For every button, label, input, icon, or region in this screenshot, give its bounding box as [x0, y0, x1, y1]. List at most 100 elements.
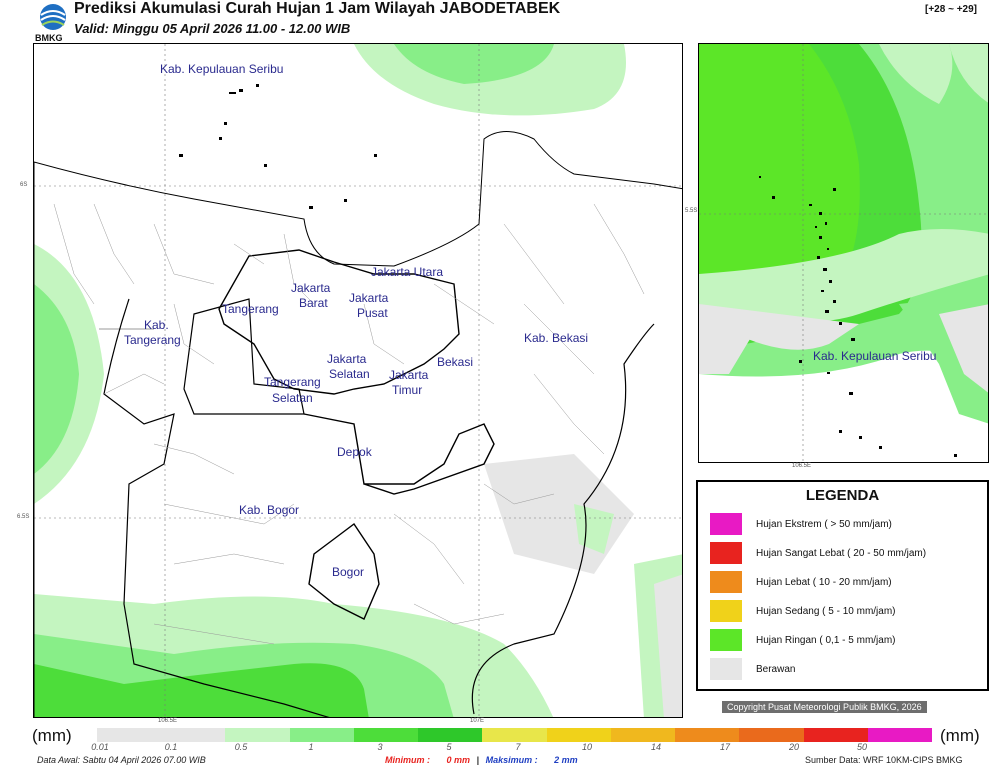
map-label: Tangerang [264, 375, 321, 389]
legend-label: Hujan Ringan ( 0,1 - 5 mm/jam) [756, 634, 896, 646]
rain-field [34, 44, 682, 717]
legend-swatch [710, 513, 742, 535]
map-label: Selatan [272, 391, 313, 405]
scale-tick: 10 [581, 742, 593, 752]
map-label: Barat [299, 296, 328, 310]
scale-unit-right: (mm) [940, 726, 980, 745]
map-label: Jakarta [291, 281, 331, 295]
legend-label: Hujan Ekstrem ( > 50 mm/jam) [756, 518, 892, 530]
copyright-note: Copyright Pusat Meteorologi Publik BMKG,… [722, 701, 927, 713]
page-title: Prediksi Akumulasi Curah Hujan 1 Jam Wil… [74, 0, 561, 17]
map-label: Kab. Bogor [239, 503, 299, 517]
region-boundaries [34, 131, 682, 717]
scale-unit-left: (mm) [32, 726, 72, 745]
scale-tick: 0.1 [164, 742, 178, 752]
scale-tick: 1 [308, 742, 314, 752]
scale-segment [610, 728, 676, 742]
region-labels: Kab. Kepulauan Seribu Jakarta Utara Jaka… [124, 62, 588, 579]
scale-segment [97, 728, 162, 742]
min-label: Minimum : [385, 755, 430, 765]
max-value: 2 mm [554, 755, 578, 765]
map-label: Kab. Bekasi [524, 331, 588, 345]
legend-title: LEGENDA [805, 487, 880, 504]
legend-item-ekstrem: Hujan Ekstrem ( > 50 mm/jam) [710, 513, 892, 535]
lon-tick-107e: 107E [470, 718, 485, 724]
map-label: Jakarta Utara [371, 265, 443, 279]
inset-map[interactable]: Kab. Kepulauan Seribu [698, 43, 989, 463]
legend-swatch [710, 658, 742, 680]
legend-swatch [710, 600, 742, 622]
legend-item-berawan: Berawan [710, 658, 795, 680]
scale-segment [353, 728, 419, 742]
scale-tick: 50 [856, 742, 868, 752]
scale-segment [289, 728, 354, 742]
scale-segment [161, 728, 226, 742]
legend-item-lebat: Hujan Lebat ( 10 - 20 mm/jam) [710, 571, 892, 593]
separator: | [476, 755, 480, 765]
inset-lon-tick: 106.5E [792, 463, 812, 469]
scale-tick: 14 [650, 742, 662, 752]
bmkg-logo: BMKG [33, 2, 73, 44]
scale-segment [418, 728, 483, 742]
map-label: Jakarta [349, 291, 389, 305]
scale-segment [867, 728, 933, 742]
legend: LEGENDA Hujan Ekstrem ( > 50 mm/jam) Huj… [696, 480, 989, 691]
map-label: Pusat [357, 306, 388, 320]
district-lines [53, 203, 645, 645]
scale-tick: 20 [788, 742, 800, 752]
legend-item-ringan: Hujan Ringan ( 0,1 - 5 mm/jam) [710, 629, 896, 651]
map-label: Bekasi [437, 355, 473, 369]
scale-segment [482, 728, 547, 742]
lon-tick-1065e: 106.5E [158, 718, 178, 724]
lat-tick-6s: 6S [20, 182, 28, 188]
scale-segment [739, 728, 804, 742]
data-start-time: Data Awal: Sabtu 04 April 2026 07.00 WIB [37, 755, 206, 765]
legend-swatch [710, 542, 742, 564]
map-label: Kab. [144, 318, 169, 332]
scale-tick: 0.01 [91, 742, 109, 752]
scale-tick: 7 [515, 742, 521, 752]
scale-tick: 0.5 [234, 742, 248, 752]
map-label: Jakarta [389, 368, 429, 382]
map-label: Tangerang [222, 302, 279, 316]
data-source: Sumber Data: WRF 10KM-CIPS BMKG [805, 755, 963, 765]
legend-label: Hujan Lebat ( 10 - 20 mm/jam) [756, 576, 892, 588]
scale-tick: 3 [377, 742, 383, 752]
map-label: Selatan [329, 367, 370, 381]
scale-segment [675, 728, 740, 742]
scale-tick: 5 [446, 742, 452, 752]
inset-islands [759, 176, 957, 457]
scale-segment [803, 728, 868, 742]
legend-item-sedang: Hujan Sedang ( 5 - 10 mm/jam) [710, 600, 896, 622]
inset-rain-field [699, 44, 988, 462]
max-label: Maksimum : [485, 755, 538, 765]
valid-time: Valid: Minggu 05 April 2026 11.00 - 12.0… [74, 21, 351, 36]
legend-label: Hujan Sangat Lebat ( 20 - 50 mm/jam) [756, 547, 927, 559]
grid-lines [34, 44, 682, 717]
map-label: Timur [392, 383, 422, 397]
min-value: 0 mm [446, 755, 471, 765]
scale-tick: 17 [719, 742, 731, 752]
forecast-hour-range: [+28 ~ +29] [925, 4, 977, 15]
inset-label: Kab. Kepulauan Seribu [813, 349, 936, 363]
scale-segment [546, 728, 611, 742]
legend-swatch [710, 571, 742, 593]
map-label: Bogor [332, 565, 364, 579]
logo-text: BMKG [35, 33, 63, 43]
legend-swatch [710, 629, 742, 651]
legend-item-sangat-lebat: Hujan Sangat Lebat ( 20 - 50 mm/jam) [710, 542, 926, 564]
islands [179, 84, 377, 209]
legend-label: Hujan Sedang ( 5 - 10 mm/jam) [756, 605, 896, 617]
color-scale-bar [97, 728, 933, 742]
inset-lat-tick: 5.5S [685, 208, 698, 214]
lat-tick-65s: 6.5S [17, 514, 30, 520]
map-label: Kab. Kepulauan Seribu [160, 62, 283, 76]
main-map[interactable]: Kab. Kepulauan Seribu Jakarta Utara Jaka… [33, 43, 683, 718]
map-label: Depok [337, 445, 373, 459]
min-max-summary: Minimum : 0 mm | Maksimum : 2 mm [385, 755, 578, 765]
legend-label: Berawan [756, 663, 796, 675]
map-label: Jakarta [327, 352, 367, 366]
inset-grid [699, 44, 988, 462]
map-label: Tangerang [124, 333, 181, 347]
scale-segment [225, 728, 290, 742]
